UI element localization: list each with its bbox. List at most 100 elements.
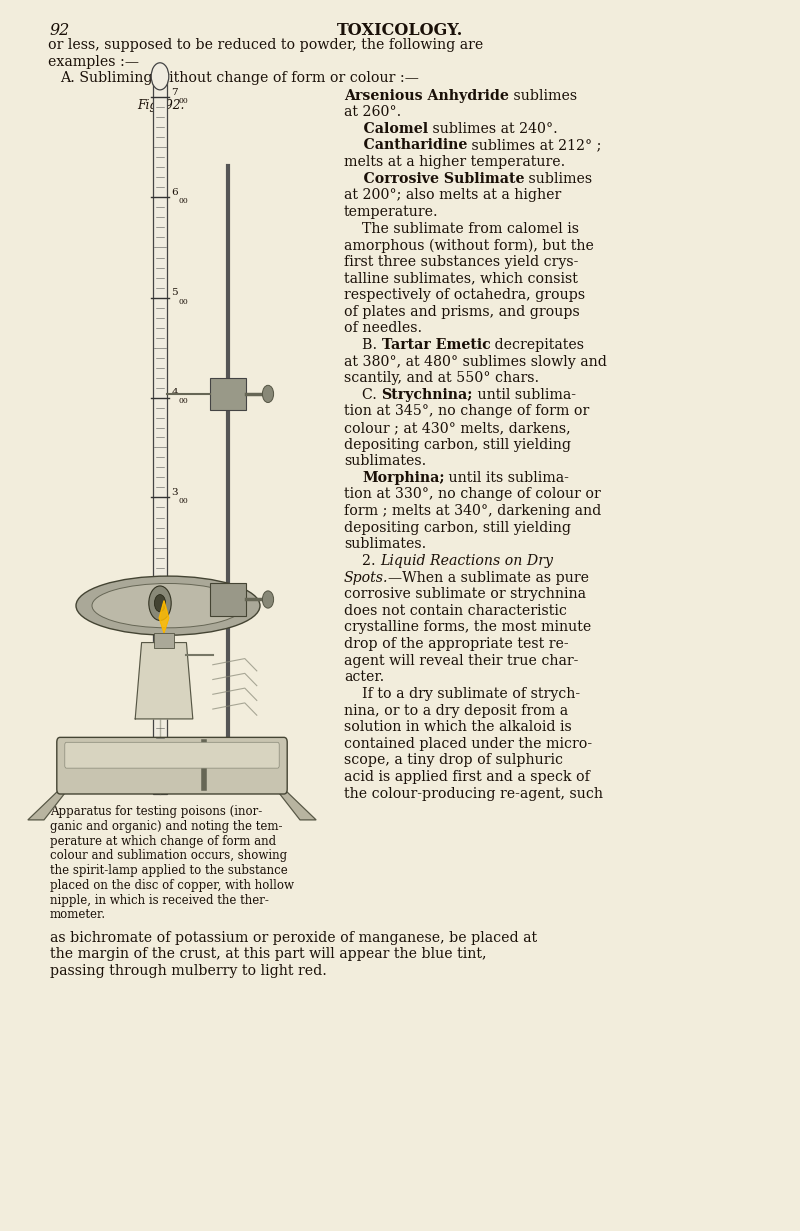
Text: TOXICOLOGY.: TOXICOLOGY. [337,22,463,39]
Bar [153,80,167,794]
Circle shape [262,385,274,403]
Text: 2.: 2. [344,554,380,567]
Text: Apparatus for testing poisons (inor-: Apparatus for testing poisons (inor- [50,805,262,819]
Text: A. Subliming without change of form or colour :—: A. Subliming without change of form or c… [60,71,419,85]
Bar [210,583,246,616]
Polygon shape [276,789,316,820]
Text: depositing carbon, still yielding: depositing carbon, still yielding [344,438,571,452]
Text: acter.: acter. [344,670,384,684]
Bar [154,633,174,648]
Text: solution in which the alkaloid is: solution in which the alkaloid is [344,720,572,734]
Text: Cantharidine: Cantharidine [344,139,467,153]
Text: Liquid Reactions on Dry: Liquid Reactions on Dry [380,554,553,567]
Circle shape [154,595,166,612]
Text: nina, or to a dry deposit from a: nina, or to a dry deposit from a [344,704,568,718]
Text: mometer.: mometer. [50,908,106,922]
Text: until sublima-: until sublima- [473,388,576,401]
Text: sublimes: sublimes [525,172,593,186]
Ellipse shape [92,583,244,628]
Text: C.: C. [344,388,382,401]
Polygon shape [159,601,169,633]
Ellipse shape [76,576,260,635]
Text: 3: 3 [171,487,178,497]
Text: talline sublimates, which consist: talline sublimates, which consist [344,272,578,286]
Text: at 380°, at 480° sublimes slowly and: at 380°, at 480° sublimes slowly and [344,355,607,368]
Circle shape [149,586,171,620]
Polygon shape [28,789,68,820]
Text: perature at which change of form and: perature at which change of form and [50,835,276,848]
Text: examples :—: examples :— [48,54,139,69]
Text: scantily, and at 550° chars.: scantily, and at 550° chars. [344,372,539,385]
Text: 00: 00 [178,398,188,405]
Text: The sublimate from calomel is: The sublimate from calomel is [344,222,579,235]
Text: 5: 5 [171,288,178,298]
Text: form ; melts at 340°, darkening and: form ; melts at 340°, darkening and [344,505,602,518]
Text: respectively of octahedra, groups: respectively of octahedra, groups [344,288,585,302]
Text: tion at 330°, no change of colour or: tion at 330°, no change of colour or [344,487,601,501]
Text: passing through mulberry to light red.: passing through mulberry to light red. [50,964,326,977]
Text: of plates and prisms, and groups: of plates and prisms, and groups [344,305,580,319]
Circle shape [262,591,274,608]
Text: placed on the disc of copper, with hollow: placed on the disc of copper, with hollo… [50,879,294,892]
Text: 00: 00 [178,298,188,305]
Text: 00: 00 [178,497,188,505]
FancyBboxPatch shape [65,742,279,768]
Text: contained placed under the micro-: contained placed under the micro- [344,736,592,751]
Text: of needles.: of needles. [344,321,422,335]
Text: 1: 1 [171,688,178,698]
Text: sublimes at 212° ;: sublimes at 212° ; [467,139,602,153]
Text: nipple, in which is received the ther-: nipple, in which is received the ther- [50,894,269,907]
Text: Fig. 92.: Fig. 92. [138,100,185,112]
Text: sublimates.: sublimates. [344,537,426,551]
Text: sublimes at 240°.: sublimes at 240°. [428,122,558,135]
Text: scope, a tiny drop of sulphuric: scope, a tiny drop of sulphuric [344,753,563,767]
Text: decrepitates: decrepitates [490,337,584,352]
Text: at 260°.: at 260°. [344,106,402,119]
Text: Corrosive Sublimate: Corrosive Sublimate [344,172,525,186]
Text: 00: 00 [178,97,188,105]
Text: B.: B. [344,337,382,352]
Text: until its sublima-: until its sublima- [445,470,570,485]
Bar [210,378,246,410]
Text: 00: 00 [178,197,188,204]
Text: Spots.: Spots. [344,571,389,585]
Text: 4: 4 [171,388,178,398]
Text: or less, supposed to be reduced to powder, the following are: or less, supposed to be reduced to powde… [48,38,483,52]
FancyBboxPatch shape [57,737,287,794]
Text: corrosive sublimate or strychnina: corrosive sublimate or strychnina [344,587,586,601]
Text: sublimes: sublimes [509,89,577,102]
Text: drop of the appropriate test re-: drop of the appropriate test re- [344,638,569,651]
Text: crystalline forms, the most minute: crystalline forms, the most minute [344,620,591,634]
Text: first three substances yield crys-: first three substances yield crys- [344,255,578,268]
Text: at 200°; also melts at a higher: at 200°; also melts at a higher [344,188,562,202]
Text: sublimates.: sublimates. [344,454,426,468]
Text: 00: 00 [178,598,188,606]
Text: colour and sublimation occurs, showing: colour and sublimation occurs, showing [50,849,286,863]
Text: 92: 92 [50,22,70,39]
Text: —When a sublimate as pure: —When a sublimate as pure [389,571,590,585]
Text: melts at a higher temperature.: melts at a higher temperature. [344,155,566,169]
Text: depositing carbon, still yielding: depositing carbon, still yielding [344,521,571,534]
Text: as bichromate of potassium or peroxide of manganese, be placed at: as bichromate of potassium or peroxide o… [50,931,537,944]
Text: 6: 6 [171,187,178,197]
Text: amorphous (without form), but the: amorphous (without form), but the [344,239,594,252]
Text: temperature.: temperature. [344,204,438,219]
Text: the spirit-lamp applied to the substance: the spirit-lamp applied to the substance [50,864,287,878]
Text: Arsenious Anhydride: Arsenious Anhydride [344,89,509,102]
Text: the margin of the crust, at this part will appear the blue tint,: the margin of the crust, at this part wi… [50,948,486,961]
Text: does not contain characteristic: does not contain characteristic [344,604,567,618]
Text: 00: 00 [178,698,188,705]
Text: ganic and organic) and noting the tem-: ganic and organic) and noting the tem- [50,820,282,833]
Text: colour ; at 430° melts, darkens,: colour ; at 430° melts, darkens, [344,421,570,435]
Text: the colour-producing re-agent, such: the colour-producing re-agent, such [344,787,603,800]
Text: agent will reveal their true char-: agent will reveal their true char- [344,654,578,667]
Text: tion at 345°, no change of form or: tion at 345°, no change of form or [344,404,590,419]
Polygon shape [135,643,193,719]
Text: Morphina;: Morphina; [362,470,445,485]
Text: 7: 7 [171,87,178,97]
Text: If to a dry sublimate of strych-: If to a dry sublimate of strych- [344,687,580,700]
Circle shape [151,63,169,90]
Text: acid is applied first and a speck of: acid is applied first and a speck of [344,771,590,784]
Text: 2: 2 [171,588,178,598]
Text: Strychnina;: Strychnina; [382,388,473,401]
